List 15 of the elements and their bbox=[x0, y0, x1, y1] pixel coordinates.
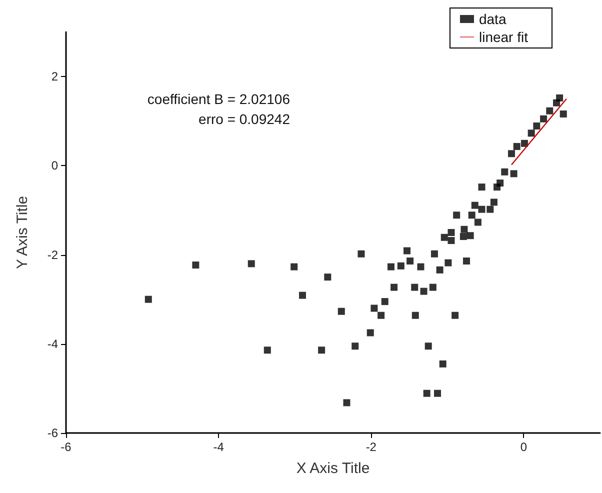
x-axis-title: X Axis Title bbox=[296, 460, 370, 477]
legend-label: linear fit bbox=[478, 29, 528, 45]
annotation: coefficient B = 2.02106 bbox=[147, 91, 290, 107]
legend-label: data bbox=[478, 11, 506, 27]
x-tick-label: 0 bbox=[520, 440, 528, 454]
y-tick-label: -2 bbox=[47, 248, 58, 262]
y-tick-label: 2 bbox=[51, 70, 58, 84]
y-tick-label: -4 bbox=[47, 336, 58, 351]
y-tick-label: -6 bbox=[47, 426, 58, 440]
x-tick-label: -4 bbox=[213, 440, 224, 454]
x-tick-label: -2 bbox=[366, 440, 377, 454]
y-tick-label: 0 bbox=[51, 158, 58, 173]
y-axis-title: Y Axis Title bbox=[14, 196, 31, 270]
x-tick-label: -6 bbox=[60, 440, 72, 454]
annotation: erro = 0.09242 bbox=[198, 111, 290, 127]
